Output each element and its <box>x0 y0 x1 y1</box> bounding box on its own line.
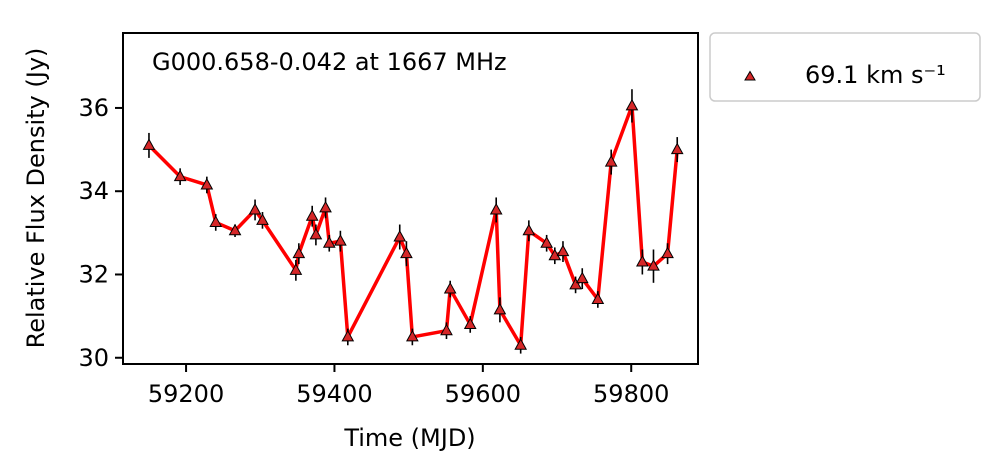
y-axis: 30 32 34 36 <box>78 94 123 372</box>
x-tick-label: 59800 <box>593 380 669 408</box>
data-point-marker <box>309 227 323 240</box>
data-point-marker <box>289 263 303 275</box>
legend-marker-triangle-icon <box>744 70 756 81</box>
x-tick-label: 59400 <box>296 380 372 408</box>
data-point-marker <box>256 213 269 225</box>
data-point-marker <box>443 282 457 294</box>
data-point-marker <box>489 202 503 215</box>
legend: 69.1 km s⁻¹ <box>709 32 981 102</box>
y-tick-label: 36 <box>78 94 109 122</box>
series-layer <box>142 89 684 354</box>
data-point-marker <box>575 271 589 284</box>
data-point-marker <box>393 229 407 242</box>
y-tick-label: 32 <box>78 260 109 288</box>
data-point-marker <box>200 177 214 190</box>
data-point-marker <box>540 236 553 248</box>
data-point-marker <box>514 338 528 350</box>
data-point-marker <box>493 302 507 315</box>
data-point-marker <box>319 200 332 213</box>
data-point-marker <box>228 223 242 236</box>
data-point-marker <box>661 246 674 259</box>
y-tick-label: 34 <box>78 177 109 205</box>
data-point-marker <box>647 259 660 271</box>
chart-annotation: G000.658-0.042 at 1667 MHz <box>152 48 507 76</box>
data-point-marker <box>440 323 453 336</box>
data-point-marker <box>173 169 187 182</box>
data-point-marker <box>522 223 536 236</box>
legend-frame <box>709 32 981 102</box>
data-point-marker <box>636 254 649 267</box>
data-point-marker <box>556 244 570 257</box>
data-point-marker <box>463 317 477 329</box>
data-point-marker <box>670 142 684 155</box>
data-point-marker <box>334 234 347 246</box>
x-axis-title: Time (MJD) <box>343 424 475 452</box>
data-point-marker <box>209 215 223 227</box>
y-tick-label: 30 <box>78 344 109 372</box>
data-point-marker <box>591 292 605 304</box>
data-point-marker <box>604 155 618 167</box>
data-point-marker <box>248 202 262 215</box>
x-axis: 59200 59400 59600 59800 <box>148 364 669 408</box>
y-axis-title: Relative Flux Density (Jy) <box>22 48 50 349</box>
data-point-marker <box>569 277 582 290</box>
data-point-marker <box>142 138 156 150</box>
data-point-marker <box>305 209 319 221</box>
data-point-marker <box>322 236 336 248</box>
data-point-marker <box>400 246 413 259</box>
data-point-marker <box>406 329 419 342</box>
data-point-marker <box>625 98 639 111</box>
legend-entry-label: 69.1 km s⁻¹ <box>805 61 946 89</box>
x-tick-label: 59200 <box>148 380 224 408</box>
data-point-marker <box>341 329 355 342</box>
x-tick-label: 59600 <box>445 380 521 408</box>
data-point-marker <box>292 246 306 259</box>
